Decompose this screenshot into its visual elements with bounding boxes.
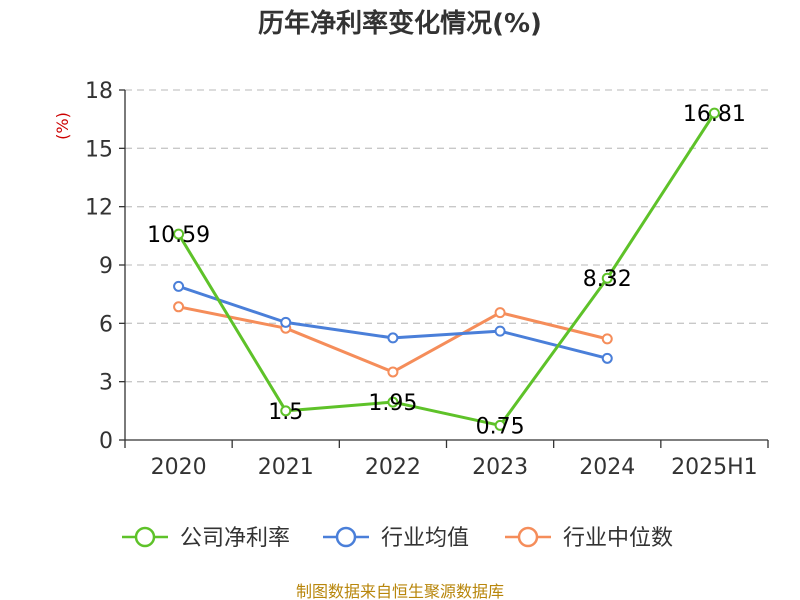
y-tick-label: 12	[85, 196, 113, 221]
legend-marker	[134, 526, 156, 548]
data-point	[708, 107, 720, 119]
data-point	[601, 272, 613, 284]
data-point	[280, 405, 292, 417]
data-point	[387, 332, 399, 344]
legend-marker	[517, 526, 539, 548]
legend-label: 行业中位数	[563, 526, 673, 551]
x-tick-label: 2025H1	[671, 455, 758, 480]
data-label: 1.5	[268, 400, 303, 425]
data-point	[173, 228, 185, 240]
y-tick-label: 6	[99, 312, 113, 337]
series-layer	[173, 107, 720, 431]
data-label: 0.75	[476, 414, 525, 439]
series-line	[177, 112, 716, 427]
axes: 0 3 6 9 12 15 18 2020 2021 2022 2023 2024 2025H1	[85, 79, 769, 480]
data-point	[280, 316, 292, 328]
data-point	[601, 352, 613, 364]
data-point	[494, 325, 506, 337]
data-label: 10.59	[147, 223, 210, 248]
legend-label: 公司净利率	[180, 526, 290, 551]
y-tick-label: 3	[99, 371, 113, 396]
source-note: 制图数据来自恒生聚源数据库	[296, 582, 504, 600]
x-tick-label: 2023	[472, 455, 528, 480]
data-point	[173, 280, 185, 292]
grid-lines	[125, 89, 768, 383]
x-tick-label: 2022	[365, 455, 421, 480]
x-tick-label: 2024	[579, 455, 635, 480]
x-tick-label: 2020	[151, 455, 207, 480]
data-labels: 10.59 1.5 1.95 0.75 8.32 16.81	[147, 102, 746, 439]
legend: 公司净利率 行业均值 行业中位数	[122, 526, 673, 551]
data-label: 16.81	[683, 102, 746, 127]
data-point	[387, 366, 399, 378]
chart-title: 历年净利率变化情况(%)	[258, 8, 542, 39]
y-tick-label: 15	[85, 137, 113, 162]
legend-marker	[335, 526, 357, 548]
data-label: 1.95	[368, 391, 417, 416]
data-point	[173, 301, 185, 313]
data-point	[494, 419, 506, 431]
data-point	[601, 333, 613, 345]
data-point	[387, 396, 399, 408]
x-tick-label: 2021	[258, 455, 314, 480]
legend-label: 行业均值	[381, 526, 469, 551]
y-axis-label: (%)	[53, 112, 72, 140]
y-tick-label: 18	[85, 79, 113, 104]
y-tick-label: 9	[99, 254, 113, 279]
data-label: 8.32	[583, 267, 632, 292]
y-tick-label: 0	[99, 429, 113, 454]
data-point	[494, 307, 506, 319]
